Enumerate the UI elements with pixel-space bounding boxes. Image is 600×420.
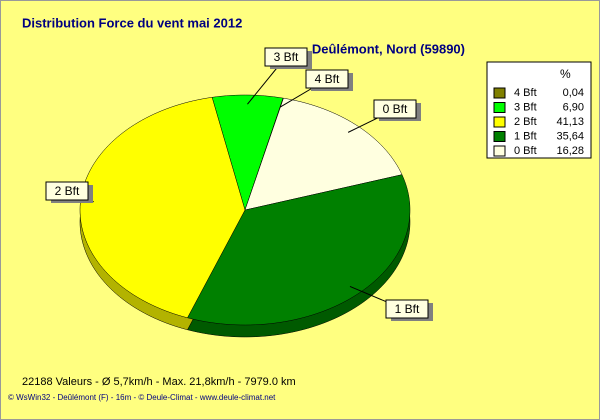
slice-label: 3 Bft (274, 50, 299, 64)
legend-value: 0,04 (563, 87, 584, 99)
slice (187, 174, 411, 326)
slice (211, 94, 284, 211)
legend-value: 41,13 (556, 116, 584, 128)
label-box (385, 299, 429, 319)
legend-label: 0 Bft (514, 145, 537, 157)
slice-label: 4 Bft (315, 72, 340, 86)
footer: 22188 Valeurs - Ø 5,7km/h - Max. 21,8km/… (22, 376, 296, 388)
chart-subtitle: Deûlémont, Nord (59890) (312, 41, 465, 56)
slice-label: 1 Bft (395, 302, 420, 316)
legend-label: 4 Bft (514, 87, 537, 99)
legend-swatch (493, 131, 506, 142)
legend-label: 3 Bft (514, 101, 537, 113)
legend-value: 35,64 (556, 130, 584, 142)
legend-swatch (493, 87, 506, 99)
slice (244, 97, 403, 211)
legend-swatch (493, 116, 506, 128)
label-box (45, 181, 89, 201)
legend-swatch (493, 145, 506, 157)
label-box (305, 69, 349, 89)
legend-label: 1 Bft (514, 130, 537, 142)
legend-label: 2 Bft (514, 116, 537, 128)
legend-value: 16,28 (556, 145, 584, 157)
legend-swatch (493, 102, 506, 113)
slice-label: 2 Bft (55, 184, 80, 198)
chart-title: Distribution Force du vent mai 2012 (22, 15, 242, 30)
legend-header: % (560, 67, 571, 81)
legend-value: 6,90 (563, 101, 584, 113)
credit: © WsWin32 - Deûlémont (F) - 16m - © Deul… (8, 393, 276, 402)
label-box (373, 99, 417, 119)
slice-label: 0 Bft (383, 102, 408, 116)
label-box (264, 47, 308, 67)
